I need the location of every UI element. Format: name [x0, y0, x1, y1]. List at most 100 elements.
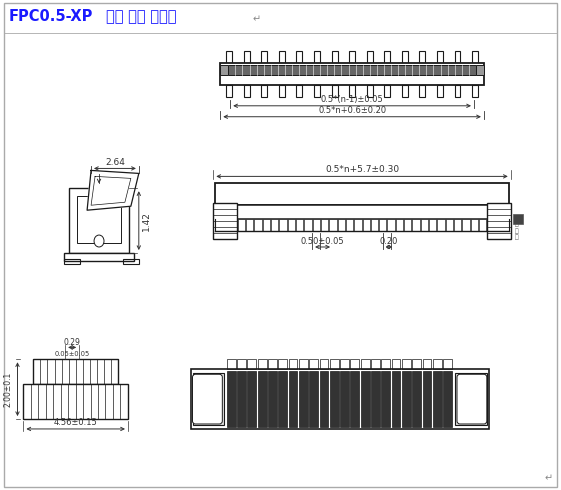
Bar [123, 259, 139, 264]
Bar [446, 219, 453, 231]
Bar [404, 219, 411, 231]
Bar [271, 219, 278, 231]
Bar [340, 359, 349, 369]
Bar [288, 219, 295, 231]
Bar [351, 371, 359, 427]
Bar [346, 219, 353, 231]
Bar [309, 359, 318, 369]
Bar [330, 359, 339, 369]
Bar [340, 371, 349, 427]
Bar [296, 51, 302, 63]
Text: ↵: ↵ [544, 474, 553, 484]
Bar [329, 219, 337, 231]
Bar [371, 219, 378, 231]
Bar [77, 196, 121, 243]
Text: FPC0.5-XP: FPC0.5-XP [8, 9, 93, 24]
Text: 2.64: 2.64 [105, 158, 125, 167]
Bar [296, 219, 304, 231]
Bar [215, 205, 509, 219]
Bar [278, 359, 287, 369]
Bar [268, 371, 277, 427]
Text: 0.5*(n-1)±0.05: 0.5*(n-1)±0.05 [321, 96, 384, 104]
Bar [243, 85, 250, 97]
Bar [314, 51, 320, 63]
Bar [69, 188, 129, 253]
Text: 0.50±0.05: 0.50±0.05 [301, 237, 344, 245]
Bar [191, 369, 489, 429]
Bar [362, 219, 370, 231]
Bar [261, 51, 267, 63]
Bar [349, 51, 355, 63]
Bar [338, 219, 345, 231]
Bar [227, 359, 236, 369]
Bar [299, 371, 308, 427]
Bar [471, 219, 478, 231]
Bar [314, 85, 320, 97]
Bar [437, 85, 443, 97]
Text: 0.5*n+5.7±0.30: 0.5*n+5.7±0.30 [325, 165, 399, 174]
Bar [289, 371, 297, 427]
FancyBboxPatch shape [192, 374, 222, 424]
Text: 0.5*n+0.6±0.20: 0.5*n+0.6±0.20 [318, 106, 386, 115]
Bar [261, 85, 267, 97]
Bar [213, 203, 237, 239]
Bar [420, 51, 425, 63]
Bar [296, 85, 302, 97]
Text: 0.29: 0.29 [64, 338, 81, 347]
Bar [304, 219, 311, 231]
Bar [247, 359, 256, 369]
Bar [437, 51, 443, 63]
Text: 立贴 带锁 正脚位: 立贴 带锁 正脚位 [106, 9, 177, 24]
Bar [379, 219, 387, 231]
Bar [279, 85, 285, 97]
Bar [402, 85, 408, 97]
Bar [64, 253, 134, 261]
Bar [257, 371, 266, 427]
Bar [279, 219, 287, 231]
Bar [220, 63, 484, 85]
Bar [312, 219, 320, 231]
Bar [384, 85, 390, 97]
Bar [64, 259, 80, 264]
Text: 0.05±0.05: 0.05±0.05 [54, 351, 90, 357]
Bar [257, 359, 266, 369]
Bar [192, 373, 224, 425]
Bar [402, 51, 408, 63]
Bar [412, 359, 421, 369]
Text: ↵: ↵ [252, 14, 260, 24]
Bar [34, 359, 118, 384]
Bar [320, 359, 328, 369]
Bar [462, 219, 470, 231]
Bar [237, 359, 246, 369]
Bar [392, 359, 401, 369]
Polygon shape [87, 171, 139, 210]
Bar [247, 371, 256, 427]
Bar [421, 219, 428, 231]
Bar [454, 51, 461, 63]
Bar [402, 371, 411, 427]
Bar [479, 219, 486, 231]
Bar [487, 203, 511, 239]
Bar [351, 359, 359, 369]
Bar [454, 85, 461, 97]
Text: 1.42: 1.42 [142, 211, 151, 231]
Bar [299, 359, 308, 369]
Bar [454, 219, 461, 231]
Bar [402, 359, 411, 369]
Bar [321, 219, 328, 231]
Bar [412, 219, 420, 231]
Bar [361, 359, 370, 369]
Bar [228, 65, 476, 75]
Bar [443, 371, 452, 427]
Bar [396, 219, 403, 231]
Bar [513, 214, 523, 224]
Bar [429, 219, 436, 231]
Bar [472, 85, 478, 97]
Bar [371, 371, 380, 427]
Text: 0.20: 0.20 [380, 237, 398, 245]
Bar [472, 51, 478, 63]
Bar [330, 371, 339, 427]
Bar [433, 371, 442, 427]
Bar [24, 384, 128, 419]
Bar [320, 371, 328, 427]
